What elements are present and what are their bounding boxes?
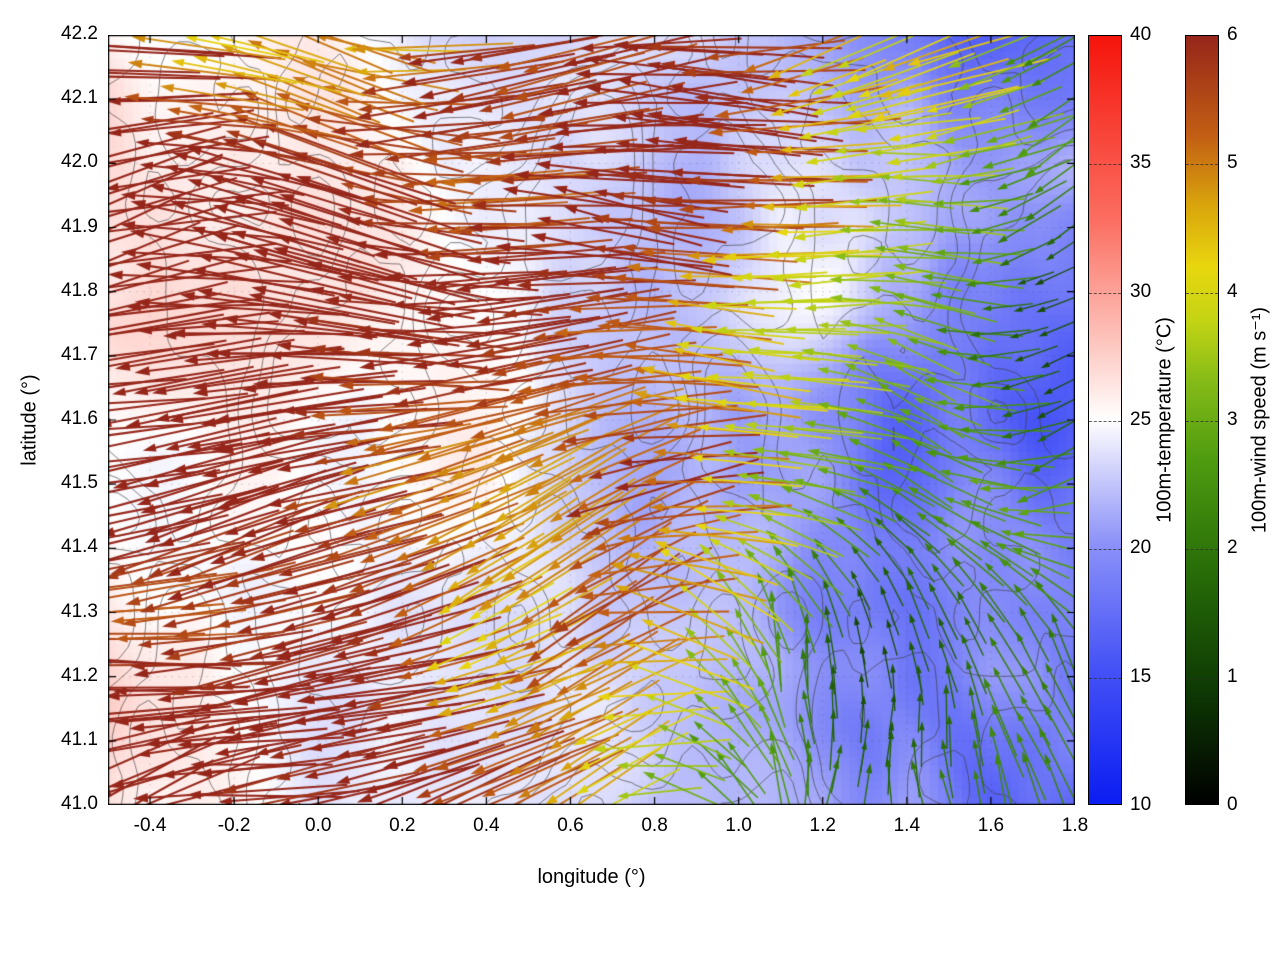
y-tick-label: 42.0	[61, 151, 98, 173]
x-tick-label: 1.6	[977, 815, 1005, 836]
colorbar-tick-line	[1186, 549, 1218, 551]
colorbar-tick-line	[1089, 164, 1121, 166]
x-tick-label: -0.4	[133, 815, 167, 836]
colorbar-tick-line	[1186, 292, 1218, 294]
colorbar-tick-line	[1186, 164, 1218, 166]
x-tick-label: 0.6	[557, 815, 584, 836]
wind-colorbar	[1185, 35, 1219, 805]
colorbar-tick-label: 15	[1130, 665, 1152, 687]
wind-colorbar-gradient	[1186, 36, 1218, 804]
colorbar-tick-line	[1186, 677, 1218, 679]
colorbar-tick-label: 10	[1130, 794, 1152, 815]
colorbar-tick-label: 3	[1227, 409, 1238, 430]
colorbar-tick-line	[1186, 421, 1218, 422]
y-tick-label: 41.5	[61, 472, 98, 494]
x-tick-label: 1.2	[809, 815, 836, 836]
y-tick-label: 42.2	[61, 23, 98, 44]
colorbar-tick-label: 40	[1130, 24, 1152, 45]
colorbar-tick-label: 2	[1227, 537, 1238, 559]
x-tick-label: -0.2	[217, 815, 251, 836]
y-tick-label: 41.4	[61, 536, 98, 558]
y-tick-label: 41.7	[61, 343, 98, 365]
y-tick-label: 41.8	[61, 279, 98, 301]
colorbar-tick-line	[1089, 549, 1121, 551]
colorbar-tick-label: 6	[1227, 24, 1238, 45]
colorbar-tick-label: 20	[1130, 537, 1152, 559]
x-tick-label: 1.0	[725, 815, 752, 836]
colorbar-tick-label: 35	[1130, 152, 1152, 174]
colorbar-tick-line	[1089, 677, 1121, 679]
y-tick-label: 42.1	[61, 87, 98, 109]
x-tick-label: 0.8	[641, 815, 668, 836]
temperature-colorbar-gradient	[1089, 36, 1121, 804]
colorbar-tick-label: 4	[1227, 280, 1238, 302]
colorbar-tick-label: 0	[1227, 794, 1238, 815]
y-tick-label: 41.0	[61, 793, 98, 814]
colorbar-tick-label: 5	[1227, 152, 1238, 174]
colorbar-tick-label: 25	[1130, 409, 1152, 430]
x-tick-label: 0.0	[304, 815, 332, 836]
y-tick-label: 41.2	[61, 664, 98, 686]
x-axis-label: longitude (°)	[537, 866, 646, 888]
x-tick-label: 0.2	[389, 815, 416, 836]
x-tick-label: 0.4	[473, 815, 500, 836]
y-tick-label: 41.1	[61, 728, 98, 750]
y-tick-label: 41.6	[61, 408, 98, 429]
temperature-colorbar	[1088, 35, 1122, 805]
colorbar-tick-label: 30	[1130, 280, 1152, 302]
colorbar-tick-line	[1089, 292, 1121, 294]
y-tick-label: 41.9	[61, 215, 98, 237]
x-tick-label: 1.4	[893, 815, 921, 836]
x-tick-label: 1.8	[1061, 815, 1089, 836]
wind-temperature-map-canvas	[108, 35, 1075, 805]
colorbar-tick-line	[1089, 421, 1121, 422]
colorbar-tick-label: 1	[1227, 665, 1238, 687]
y-tick-label: 41.3	[61, 600, 98, 622]
